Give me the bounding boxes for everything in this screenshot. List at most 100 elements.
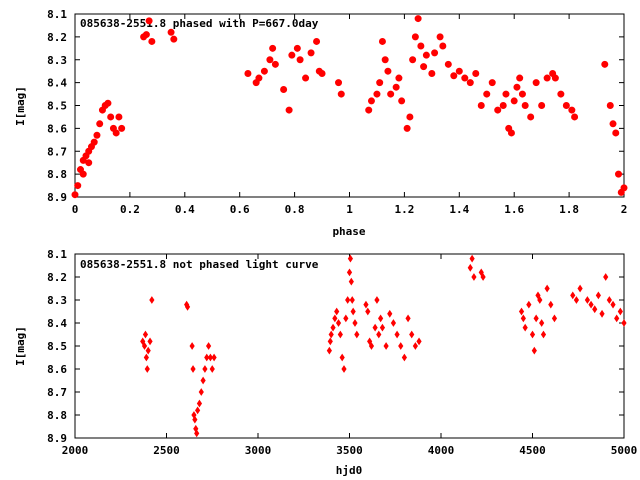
unphased-plot: 085638-2551.8 not phased light curve hjd… — [14, 248, 637, 477]
unphased-plot-data-point — [588, 300, 594, 309]
phased-plot-data-point — [118, 124, 126, 132]
unphased-plot-data-point — [584, 296, 591, 304]
unphased-plot-data-point — [365, 307, 371, 316]
phased-plot-data-point — [516, 74, 524, 82]
unphased-plot-data-point — [205, 342, 212, 350]
phased-plot-x-tick-label: 1.2 — [394, 203, 414, 216]
unphased-plot-y-tick-label: 8.7 — [47, 386, 67, 399]
unphased-plot-data-point — [195, 406, 201, 415]
unphased-plot-data-point — [204, 353, 210, 362]
unphased-plot-data-point — [390, 319, 397, 327]
unphased-plot-x-tick-label: 2000 — [62, 444, 89, 457]
unphased-plot-data-point — [374, 296, 380, 304]
unphased-plot-data-point — [595, 291, 601, 300]
unphased-plot-data-point — [394, 330, 400, 339]
phased-plot-data-point — [507, 129, 515, 137]
unphased-plot-data-point — [535, 291, 541, 300]
unphased-plot-data-point — [143, 353, 149, 362]
unphased-plot-y-tick-label: 8.6 — [47, 363, 67, 376]
phased-plot-data-point — [266, 56, 274, 64]
unphased-plot-data-point — [478, 268, 484, 277]
unphased-plot-data-point — [573, 296, 580, 304]
phased-plot-data-point — [74, 182, 82, 190]
unphased-plot-data-point — [529, 330, 536, 339]
phased-plot-data-point — [367, 97, 375, 105]
phased-plot-y-tick-label: 8.5 — [47, 100, 67, 113]
unphased-plot-data-point — [518, 307, 525, 316]
phased-plot-data-point — [571, 113, 579, 121]
phased-plot-data-point — [170, 35, 178, 43]
phased-plot-data-point — [148, 37, 156, 45]
unphased-plot-data-point — [200, 376, 206, 385]
phased-plot-data-point — [142, 31, 150, 39]
phased-plot-data-point — [115, 113, 123, 121]
phased-plot-data-point — [307, 49, 315, 57]
unphased-plot-data-point — [480, 273, 486, 281]
unphased-plot-data-point — [531, 346, 537, 355]
unphased-plot-ticks: 2000 2500 3000 3500 4000 4500 5000 8.1 8.2 8.3 8.4… — [47, 248, 637, 457]
phased-plot-data-point — [376, 79, 384, 87]
phased-plot: 085638-2551.8 phased with P=667.0day pha… — [14, 8, 628, 238]
unphased-plot-data-point — [140, 337, 146, 346]
unphased-plot-data-point — [345, 296, 351, 304]
phased-plot-data-point — [318, 69, 326, 77]
unphased-plot-data-point — [610, 300, 616, 309]
phased-plot-data-point — [373, 90, 381, 98]
unphased-plot-x-tick-label: 2500 — [153, 444, 180, 457]
unphased-plot-data-point — [334, 307, 340, 316]
phased-plot-data-point — [568, 106, 576, 114]
unphased-plot-data-point — [202, 365, 208, 373]
phased-plot-data-point — [417, 42, 425, 50]
phased-plot-x-tick-label: 2 — [621, 203, 628, 216]
phased-plot-data-point — [411, 33, 419, 41]
unphased-plot-data-point — [147, 337, 153, 346]
unphased-plot-data-point — [412, 342, 418, 350]
phased-plot-data-point — [406, 113, 414, 121]
unphased-plot-data-point — [599, 309, 605, 318]
phased-plot-data-point — [365, 106, 373, 114]
phased-plot-data-point — [313, 37, 321, 45]
unphased-plot-data-point — [379, 323, 386, 332]
phased-plot-data-point — [439, 42, 447, 50]
unphased-plot-data-point — [194, 429, 200, 438]
phased-plot-data-point — [455, 67, 463, 75]
unphased-plot-x-tick-label: 4500 — [519, 444, 546, 457]
unphased-plot-data-point — [354, 330, 360, 339]
phased-plot-data-point — [335, 79, 343, 87]
unphased-plot-data-point — [469, 254, 475, 263]
unphased-plot-x-axis-label: hjd0 — [336, 464, 363, 477]
phased-plot-y-tick-label: 8.7 — [47, 145, 67, 158]
phased-plot-y-tick-label: 8.9 — [47, 191, 67, 204]
phased-plot-data-point — [302, 74, 310, 82]
unphased-plot-data-point — [184, 302, 191, 311]
unphased-plot-data-point — [337, 330, 343, 339]
phased-plot-data-point — [428, 69, 436, 77]
unphased-plot-data-point — [387, 309, 393, 318]
phased-plot-data-point — [288, 51, 296, 59]
phased-plot-data-point — [398, 97, 406, 105]
unphased-plot-data-point — [378, 314, 384, 323]
unphased-plot-data-point — [537, 296, 543, 304]
unphased-plot-points — [140, 254, 627, 438]
phased-plot-data-point — [472, 69, 480, 77]
unphased-plot-y-tick-label: 8.1 — [47, 248, 67, 261]
unphased-plot-data-point — [328, 330, 334, 339]
unphased-plot-data-point — [352, 319, 358, 327]
phased-plot-title: 085638-2551.8 phased with P=667.0day — [80, 17, 319, 30]
phased-plot-data-point — [387, 90, 395, 98]
phased-plot-data-point — [502, 90, 510, 98]
unphased-plot-y-tick-label: 8.3 — [47, 294, 67, 307]
unphased-plot-data-point — [350, 307, 356, 316]
unphased-plot-data-point — [401, 353, 408, 362]
phased-plot-data-point — [145, 17, 153, 25]
unphased-plot-data-point — [367, 337, 373, 346]
phased-plot-data-point — [532, 79, 540, 87]
phased-plot-data-point — [510, 97, 518, 105]
unphased-plot-data-point — [398, 342, 404, 350]
phased-plot-x-tick-label: 1.4 — [449, 203, 469, 216]
phased-plot-data-point — [601, 60, 609, 68]
phased-plot-y-tick-label: 8.3 — [47, 54, 67, 67]
phased-plot-data-point — [450, 72, 458, 80]
unphased-plot-data-point — [383, 342, 389, 350]
phased-plot-x-tick-label: 1 — [346, 203, 353, 216]
